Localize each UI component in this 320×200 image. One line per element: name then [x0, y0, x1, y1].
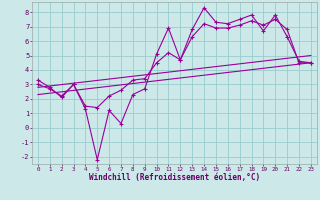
X-axis label: Windchill (Refroidissement éolien,°C): Windchill (Refroidissement éolien,°C): [89, 173, 260, 182]
